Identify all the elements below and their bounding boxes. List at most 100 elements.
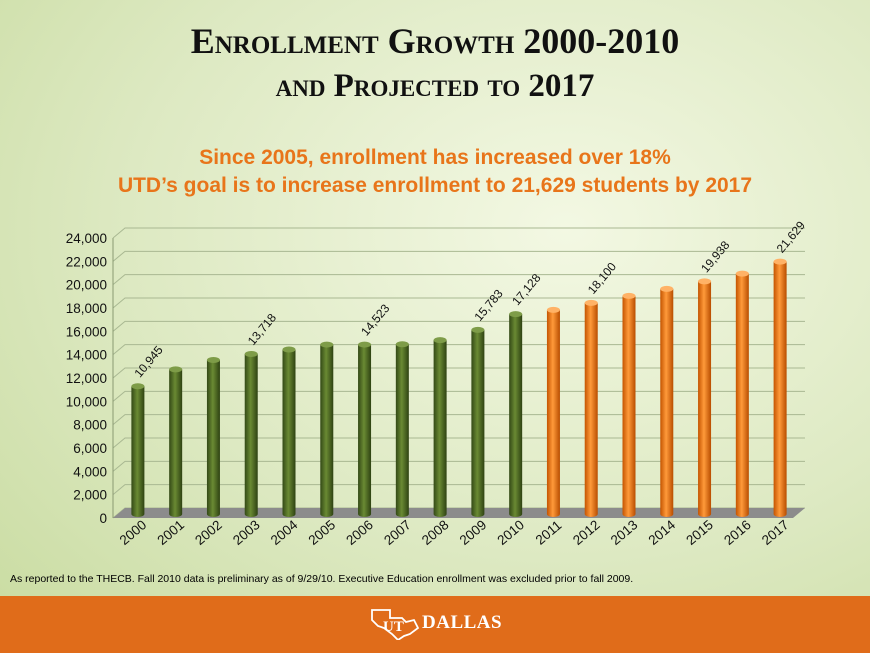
x-tick-label: 2007	[381, 517, 414, 548]
data-label: 21,629	[774, 218, 809, 255]
bar-cap	[282, 346, 296, 353]
bar-projected	[622, 292, 636, 517]
bar-body	[471, 329, 485, 517]
bar-cap	[244, 350, 258, 357]
gridline	[112, 437, 805, 449]
bar-actual	[320, 341, 334, 517]
gridline	[112, 484, 805, 496]
gridline	[112, 274, 805, 286]
bar-body	[169, 369, 183, 517]
bar-cap	[206, 357, 220, 363]
bar-cap	[509, 311, 523, 318]
bar-body	[320, 344, 334, 517]
x-tick-label: 2006	[343, 517, 376, 548]
x-axis: 2000 2001 2002 2003 2004 2005 2006 2007 2008 2009…	[117, 517, 792, 548]
x-tick-label: 2012	[570, 517, 603, 548]
gridline	[112, 390, 805, 402]
bar-projected	[584, 299, 598, 517]
bar-actual	[358, 341, 372, 517]
y-axis: 0 2,000 4,000 6,000 8,000 10,000 12,000 14,000 1…	[66, 231, 114, 526]
gridlines	[112, 227, 805, 519]
x-tick-label: 2010	[494, 517, 527, 548]
bar-projected	[735, 270, 749, 517]
texas-star-icon: UT	[371, 609, 420, 640]
y-tick-label: 4,000	[73, 464, 107, 479]
chart-title-line-1: Enrollment Growth 2000-2010	[190, 21, 680, 61]
x-tick-label: 2003	[230, 517, 263, 548]
bars	[131, 258, 787, 517]
data-label: 19,938	[698, 238, 733, 275]
y-tick-label: 16,000	[66, 324, 107, 339]
x-tick-label: 2004	[268, 517, 301, 548]
bar-body	[584, 302, 598, 517]
bar-cap	[358, 341, 372, 348]
bar-projected	[698, 278, 712, 517]
y-tick-label: 6,000	[73, 441, 107, 456]
subtitle-line-2: UTD’s goal is to increase enrollment to …	[117, 174, 753, 197]
x-tick-label: 2008	[419, 517, 452, 548]
logo-mark-text: UT	[383, 619, 404, 635]
bar-actual	[471, 326, 485, 517]
bar-body	[735, 273, 749, 517]
y-tick-label: 8,000	[73, 418, 107, 433]
x-tick-label: 2002	[192, 517, 225, 548]
gridline	[112, 297, 805, 309]
bar-cap	[584, 299, 598, 306]
bar-actual	[169, 366, 183, 517]
x-tick-label: 2017	[759, 517, 792, 548]
data-label: 18,100	[585, 259, 620, 296]
bar-cap	[320, 341, 334, 348]
bar-cap	[131, 383, 145, 390]
gridline	[112, 460, 805, 472]
bar-cap	[433, 337, 447, 344]
bar-cap	[735, 270, 749, 277]
bar-actual	[282, 346, 296, 517]
x-tick-label: 2015	[683, 517, 716, 548]
y-tick-label: 18,000	[66, 301, 107, 316]
bar-body	[433, 340, 447, 517]
x-tick-label: 2016	[721, 517, 754, 548]
bar-cap	[698, 278, 712, 285]
chart-title-line-2: and Projected to 2017	[275, 68, 595, 104]
bar-actual	[395, 341, 409, 517]
enrollment-bar-chart: 0 2,000 4,000 6,000 8,000 10,000 12,000 14,000 1…	[66, 218, 809, 548]
y-tick-label: 24,000	[66, 231, 107, 246]
bar-cap	[395, 341, 409, 348]
gridline	[112, 367, 805, 379]
bar-actual	[509, 311, 523, 517]
bar-body	[698, 281, 712, 517]
x-tick-label: 2009	[457, 517, 490, 548]
bar-cap	[622, 292, 636, 299]
x-tick-label: 2011	[533, 517, 565, 547]
data-label: 15,783	[471, 286, 506, 323]
bar-actual	[131, 383, 145, 517]
bar-body	[358, 344, 372, 517]
ut-dallas-logo: UT DALLAS	[370, 606, 510, 640]
bar-body	[395, 344, 409, 517]
y-tick-label: 22,000	[66, 254, 107, 269]
x-tick-label: 2013	[608, 517, 641, 548]
gridline	[112, 414, 805, 426]
y-tick-label: 14,000	[66, 348, 107, 363]
data-label: 14,523	[358, 301, 393, 338]
bar-cap	[546, 306, 560, 313]
data-label: 10,945	[131, 343, 166, 380]
bar-body	[622, 295, 636, 517]
data-label: 17,128	[509, 271, 544, 308]
x-tick-label: 2005	[306, 517, 339, 548]
bar-body	[773, 261, 787, 517]
bar-body	[131, 386, 145, 517]
x-tick-label: 2000	[117, 517, 150, 548]
subtitle-line-1: Since 2005, enrollment has increased ove…	[199, 146, 671, 169]
bar-cap	[169, 366, 183, 373]
x-tick-label: 2014	[646, 517, 679, 548]
gridline	[112, 250, 805, 262]
bar-body	[546, 309, 560, 517]
bar-cap	[471, 326, 485, 333]
bar-projected	[773, 258, 787, 517]
bar-body	[244, 353, 258, 517]
bar-actual	[206, 357, 220, 517]
gridline	[112, 320, 805, 332]
bar-body	[282, 349, 296, 517]
y-tick-label: 12,000	[66, 371, 107, 386]
